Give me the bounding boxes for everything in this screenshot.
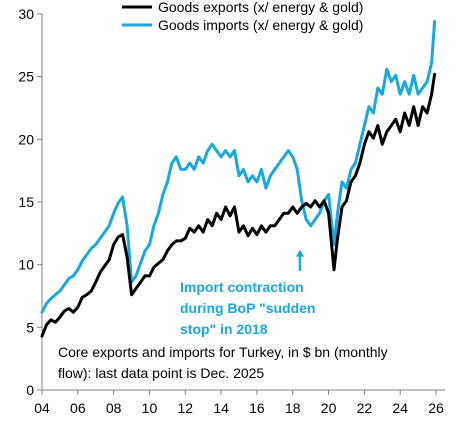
y-ticks: 0 5 10 15 20 25 30 <box>18 6 42 398</box>
y-tick-label: 5 <box>26 319 34 335</box>
y-tick-label: 20 <box>18 131 34 147</box>
legend-label-exports: Goods exports (x/ energy & gold) <box>158 0 363 15</box>
x-tick-label: 20 <box>321 400 337 416</box>
annotation-line-3: stop" in 2018 <box>180 321 268 337</box>
x-tick-label: 24 <box>392 400 408 416</box>
x-tick-label: 22 <box>357 400 373 416</box>
y-tick-label: 15 <box>18 194 34 210</box>
legend: Goods exports (x/ energy & gold) Goods i… <box>122 0 363 33</box>
y-tick-label: 25 <box>18 69 34 85</box>
x-tick-label: 16 <box>249 400 265 416</box>
annotation-arrow-head <box>295 249 304 257</box>
x-tick-label: 04 <box>34 400 50 416</box>
annotation-arrow <box>295 249 304 271</box>
x-tick-label: 18 <box>285 400 301 416</box>
chart-note-line-1: Core exports and imports for Turkey, in … <box>58 344 388 360</box>
annotation-line-1: Import contraction <box>180 279 304 295</box>
series-line-exports <box>40 72 437 338</box>
annotation: Import contraction during BoP "sudden st… <box>180 249 316 337</box>
x-tick-label: 08 <box>106 400 122 416</box>
chart-note: Core exports and imports for Turkey, in … <box>58 344 388 381</box>
series-line-imports <box>40 20 437 314</box>
x-tick-label: 12 <box>177 400 193 416</box>
series-layer <box>40 20 437 338</box>
chart-note-line-2: flow): last data point is Dec. 2025 <box>58 365 264 381</box>
x-tick-label: 06 <box>70 400 86 416</box>
x-tick-label: 14 <box>213 400 229 416</box>
x-tick-label: 10 <box>142 400 158 416</box>
y-tick-label: 30 <box>18 6 34 22</box>
annotation-line-2: during BoP "sudden <box>180 300 316 316</box>
y-tick-label: 0 <box>26 382 34 398</box>
y-tick-label: 10 <box>18 257 34 273</box>
x-tick-label: 26 <box>428 400 444 416</box>
legend-label-imports: Goods imports (x/ energy & gold) <box>158 17 363 33</box>
x-ticks: 04 06 08 10 12 14 16 18 20 22 24 26 <box>34 390 444 416</box>
